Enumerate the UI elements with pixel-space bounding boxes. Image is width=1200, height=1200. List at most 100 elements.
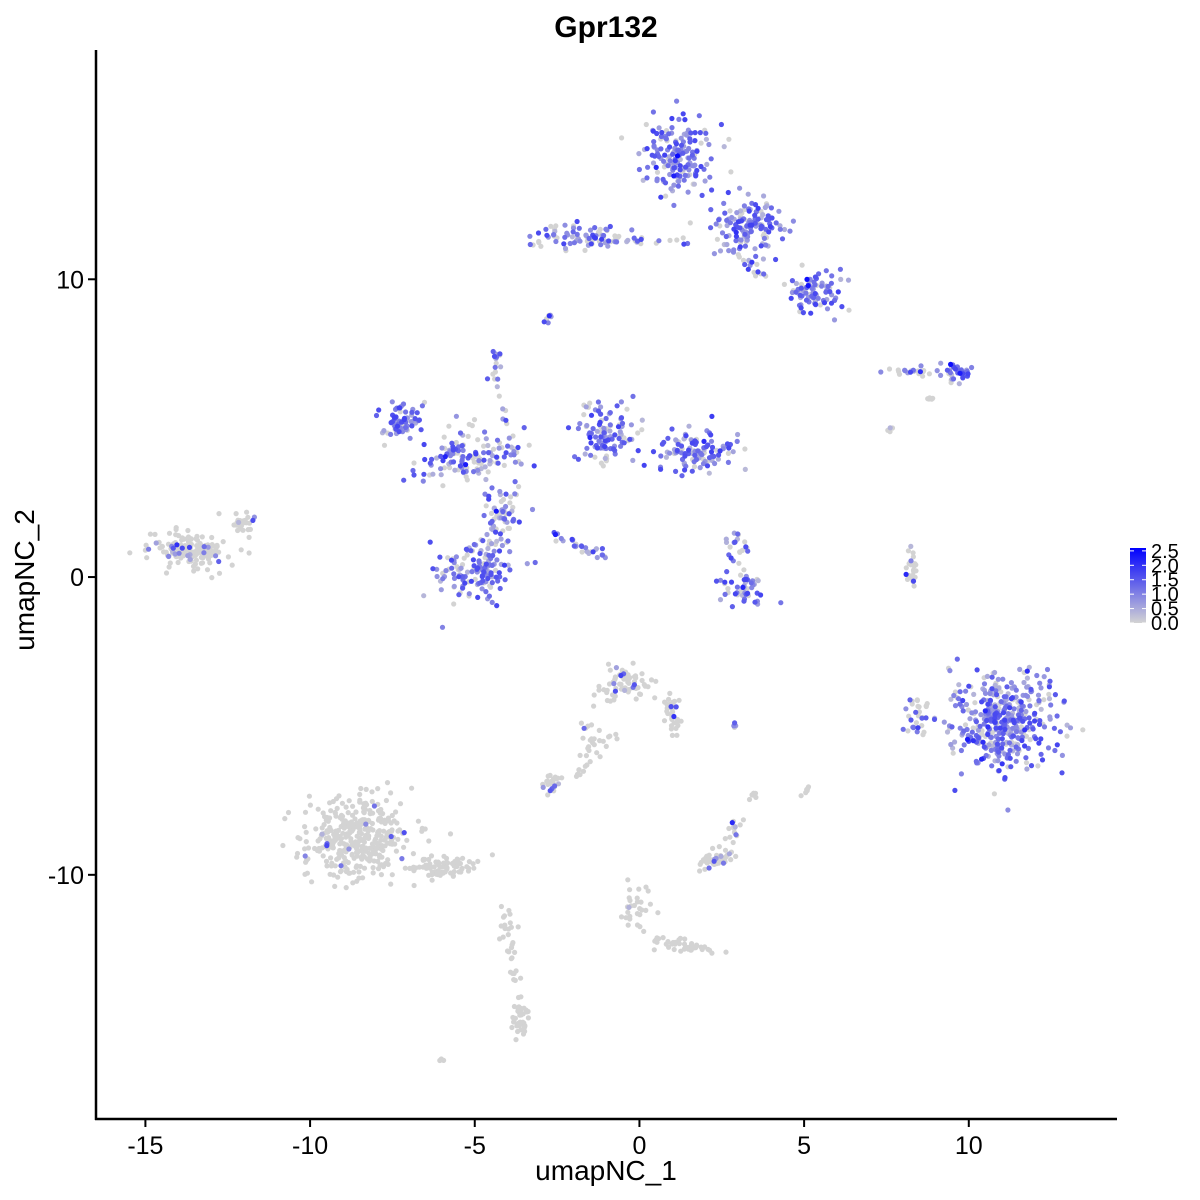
- cell-point: [439, 445, 445, 451]
- cell-point: [460, 454, 466, 460]
- cell-point: [644, 175, 650, 181]
- cell-point: [594, 428, 600, 434]
- cell-point: [475, 858, 481, 865]
- cell-point: [671, 165, 677, 171]
- cell-point: [737, 244, 743, 250]
- cell-point: [790, 218, 797, 224]
- cell-point: [777, 226, 783, 232]
- cell-point: [363, 786, 369, 793]
- cell-point: [475, 467, 481, 473]
- cell-point: [812, 282, 818, 288]
- cell-point: [460, 585, 466, 591]
- cell-point: [651, 139, 657, 145]
- cell-point: [576, 225, 582, 231]
- cell-point: [193, 557, 199, 563]
- cell-point: [484, 376, 491, 382]
- cell-point: [236, 519, 242, 526]
- cell-point: [635, 430, 641, 436]
- cell-point: [725, 586, 731, 592]
- cell-point: [1002, 717, 1008, 723]
- cell-point: [824, 306, 831, 312]
- cell-point: [503, 450, 509, 456]
- cell-point: [449, 565, 455, 571]
- cell-point: [639, 417, 645, 423]
- cell-point: [596, 683, 602, 690]
- cell-point: [375, 786, 381, 792]
- cell-point: [619, 420, 626, 426]
- cell-point: [590, 740, 596, 746]
- cell-point: [701, 438, 707, 444]
- cell-point: [696, 113, 702, 119]
- cell-point: [660, 176, 666, 182]
- cell-point: [381, 442, 388, 448]
- cell-point: [999, 745, 1005, 751]
- cell-point: [194, 533, 200, 539]
- cell-point: [490, 552, 496, 559]
- cell-point: [505, 538, 511, 544]
- cell-point: [409, 423, 415, 429]
- cell-point: [485, 469, 491, 475]
- cell-point: [689, 152, 696, 158]
- cell-point: [600, 738, 606, 744]
- cell-point: [787, 228, 793, 234]
- cell-point: [470, 557, 476, 563]
- cell-point: [1024, 668, 1030, 674]
- cell-point: [393, 809, 399, 815]
- cell-point: [479, 586, 485, 592]
- cell-point: [726, 248, 732, 254]
- cell-point: [515, 924, 521, 930]
- cell-point: [704, 161, 710, 167]
- cell-point: [452, 858, 458, 865]
- cell-point: [159, 544, 165, 550]
- cell-point: [1039, 757, 1046, 763]
- cell-point: [450, 873, 456, 879]
- cell-point: [656, 125, 662, 131]
- cell-point: [1032, 710, 1038, 716]
- cell-point: [697, 465, 703, 471]
- cell-point: [745, 191, 751, 197]
- cell-point: [650, 128, 656, 134]
- cell-point: [805, 784, 812, 790]
- cell-point: [553, 238, 559, 245]
- cell-point: [639, 907, 645, 913]
- cell-point: [410, 851, 416, 857]
- cell-point: [591, 234, 597, 240]
- cell-point: [1023, 755, 1029, 761]
- x-tick-label: 10: [955, 1132, 983, 1160]
- cell-point: [440, 576, 446, 582]
- cell-point: [430, 566, 436, 572]
- cell-point: [1036, 721, 1043, 728]
- cell-point: [652, 695, 658, 701]
- cell-point: [680, 235, 686, 241]
- cell-point: [587, 759, 593, 765]
- cell-point: [634, 895, 640, 901]
- cell-point: [583, 404, 589, 410]
- cell-point: [669, 941, 675, 947]
- cell-point: [166, 553, 172, 560]
- cell-point: [419, 403, 425, 409]
- cell-point: [362, 845, 368, 851]
- cell-point: [547, 788, 553, 794]
- cell-point: [991, 791, 998, 797]
- cell-point: [921, 729, 927, 735]
- cell-point: [438, 453, 444, 459]
- cell-point: [494, 437, 501, 443]
- cell-point: [451, 601, 457, 607]
- cell-point: [522, 1023, 528, 1029]
- cell-point: [798, 285, 804, 291]
- cell-point: [745, 548, 751, 554]
- cell-point: [574, 231, 580, 237]
- cell-point: [829, 273, 835, 279]
- cell-point: [641, 462, 647, 468]
- cell-point: [388, 820, 394, 826]
- cell-point: [435, 859, 441, 865]
- cell-point: [760, 256, 767, 262]
- cell-point: [179, 537, 185, 543]
- cell-point: [179, 545, 185, 551]
- cell-point: [466, 591, 472, 597]
- cell-point: [1025, 745, 1031, 752]
- cell-point: [302, 809, 309, 815]
- cell-point: [402, 424, 409, 431]
- cell-point: [205, 544, 211, 550]
- cell-point: [477, 550, 483, 557]
